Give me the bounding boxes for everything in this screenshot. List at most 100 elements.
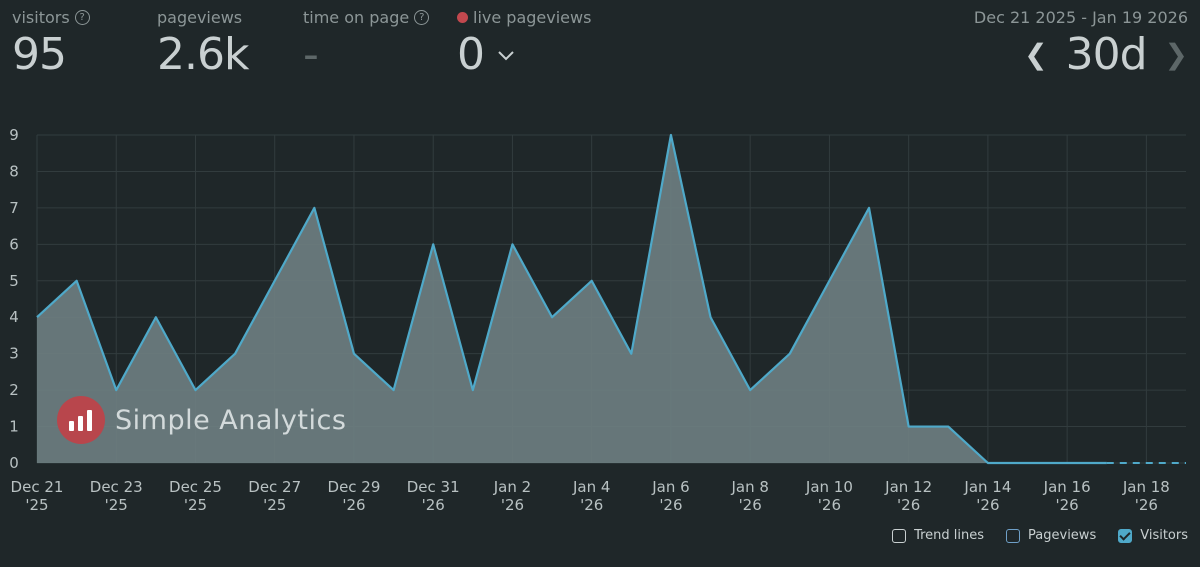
visitors-point xyxy=(510,242,514,246)
visitors-point xyxy=(867,206,871,210)
visitors-point xyxy=(986,461,990,465)
visitors-point xyxy=(590,279,594,283)
x-tick-label: Dec 29 xyxy=(328,478,381,496)
visitors-point xyxy=(709,315,713,319)
y-tick-label: 9 xyxy=(9,126,19,144)
visitors-point xyxy=(946,425,950,429)
checkbox-icon xyxy=(1006,528,1021,543)
y-tick-label: 1 xyxy=(9,418,19,436)
next-period-icon[interactable]: ❯ xyxy=(1164,38,1188,71)
y-tick-label: 2 xyxy=(9,381,19,399)
x-tick-year-label: '26 xyxy=(501,496,524,514)
x-tick-label: Jan 16 xyxy=(1043,478,1091,496)
checkbox-checked-icon xyxy=(1118,528,1133,543)
visitors-point xyxy=(1105,461,1109,465)
x-tick-label: Jan 12 xyxy=(884,478,932,496)
bar-chart-icon xyxy=(57,396,105,444)
y-tick-label: 8 xyxy=(9,162,19,180)
live-pageviews-toggle[interactable]: 0 xyxy=(457,29,591,80)
x-tick-year-label: '26 xyxy=(897,496,920,514)
visitors-point xyxy=(669,133,673,137)
chevron-down-icon xyxy=(498,50,514,60)
x-tick-label: Jan 18 xyxy=(1122,478,1170,496)
x-tick-label: Jan 4 xyxy=(572,478,610,496)
x-tick-label: Jan 14 xyxy=(963,478,1011,496)
visitors-point xyxy=(550,315,554,319)
visitors-point xyxy=(114,388,118,392)
previous-period-icon[interactable]: ❮ xyxy=(1024,38,1048,71)
x-tick-year-label: '25 xyxy=(263,496,286,514)
visitors-point xyxy=(1184,461,1188,465)
time-on-page-label: time on page xyxy=(303,8,410,27)
visitors-line xyxy=(36,133,1107,465)
trend-lines-label: Trend lines xyxy=(914,528,985,543)
x-tick-label: Jan 2 xyxy=(493,478,531,496)
time-on-page-stat: time on page? - xyxy=(303,8,430,80)
x-tick-label: Jan 8 xyxy=(730,478,768,496)
x-tick-year-label: '26 xyxy=(342,496,365,514)
help-icon[interactable]: ? xyxy=(414,10,430,25)
x-tick-label: Dec 31 xyxy=(407,478,460,496)
live-dot-icon xyxy=(457,12,468,23)
x-tick-year-label: '26 xyxy=(580,496,603,514)
x-tick-year-label: '26 xyxy=(1135,496,1158,514)
visitors-point xyxy=(431,242,435,246)
x-tick-label: Dec 21 xyxy=(11,478,64,496)
x-tick-year-label: '26 xyxy=(422,496,445,514)
visitors-point xyxy=(233,352,237,356)
pageviews-legend-label: Pageviews xyxy=(1028,528,1097,543)
chart-legend: Trend lines Pageviews Visitors xyxy=(892,528,1188,543)
visitors-value: 95 xyxy=(12,29,67,80)
x-tick-label: Dec 23 xyxy=(90,478,143,496)
checkbox-icon xyxy=(892,528,907,543)
x-tick-year-label: '26 xyxy=(659,496,682,514)
y-tick-label: 6 xyxy=(9,235,19,253)
visitors-point xyxy=(907,425,911,429)
x-tick-label: Dec 25 xyxy=(169,478,222,496)
x-tick-year-label: '25 xyxy=(105,496,128,514)
pageviews-toggle[interactable]: Pageviews xyxy=(1006,528,1096,543)
visitors-stat: visitors? 95 xyxy=(12,8,90,80)
y-tick-label: 4 xyxy=(9,308,19,326)
visitors-point xyxy=(1144,461,1148,465)
x-tick-label: Dec 27 xyxy=(248,478,301,496)
simple-analytics-logo: Simple Analytics xyxy=(57,396,346,444)
visitors-point xyxy=(471,388,475,392)
trend-lines-toggle[interactable]: Trend lines xyxy=(892,528,984,543)
visitors-point xyxy=(75,279,79,283)
pageviews-label: pageviews xyxy=(157,8,243,27)
visitors-toggle[interactable]: Visitors xyxy=(1118,528,1188,543)
x-tick-year-label: '25 xyxy=(25,496,48,514)
x-tick-year-label: '26 xyxy=(1056,496,1079,514)
visitors-point xyxy=(154,315,158,319)
visitors-label: visitors xyxy=(12,8,70,27)
time-on-page-value: - xyxy=(303,29,319,80)
visitors-point xyxy=(352,352,356,356)
visitors-point xyxy=(35,315,39,319)
x-tick-year-label: '26 xyxy=(976,496,999,514)
y-tick-label: 3 xyxy=(9,345,19,363)
x-tick-label: Jan 10 xyxy=(805,478,853,496)
x-tick-year-label: '25 xyxy=(184,496,207,514)
pageviews-value: 2.6k xyxy=(157,29,249,80)
visitors-point xyxy=(273,279,277,283)
x-tick-year-label: '26 xyxy=(739,496,762,514)
y-tick-label: 5 xyxy=(9,272,19,290)
brand-name: Simple Analytics xyxy=(115,404,347,436)
period-value[interactable]: 30d xyxy=(1065,29,1148,80)
pageviews-stat: pageviews 2.6k xyxy=(157,8,249,80)
live-pageviews-stat: live pageviews 0 xyxy=(457,8,591,80)
y-tick-label: 0 xyxy=(9,454,19,472)
x-tick-year-label: '26 xyxy=(818,496,841,514)
visitors-point xyxy=(312,206,316,210)
visitors-point xyxy=(629,352,633,356)
visitors-point xyxy=(1065,461,1069,465)
visitors-point xyxy=(1026,461,1030,465)
date-range: Dec 21 2025 - Jan 19 2026 ❮ 30d ❯ xyxy=(974,8,1188,80)
help-icon[interactable]: ? xyxy=(74,10,90,25)
visitors-legend-label: Visitors xyxy=(1140,528,1188,543)
visitors-point xyxy=(788,352,792,356)
x-tick-label: Jan 6 xyxy=(651,478,689,496)
visitors-point xyxy=(748,388,752,392)
